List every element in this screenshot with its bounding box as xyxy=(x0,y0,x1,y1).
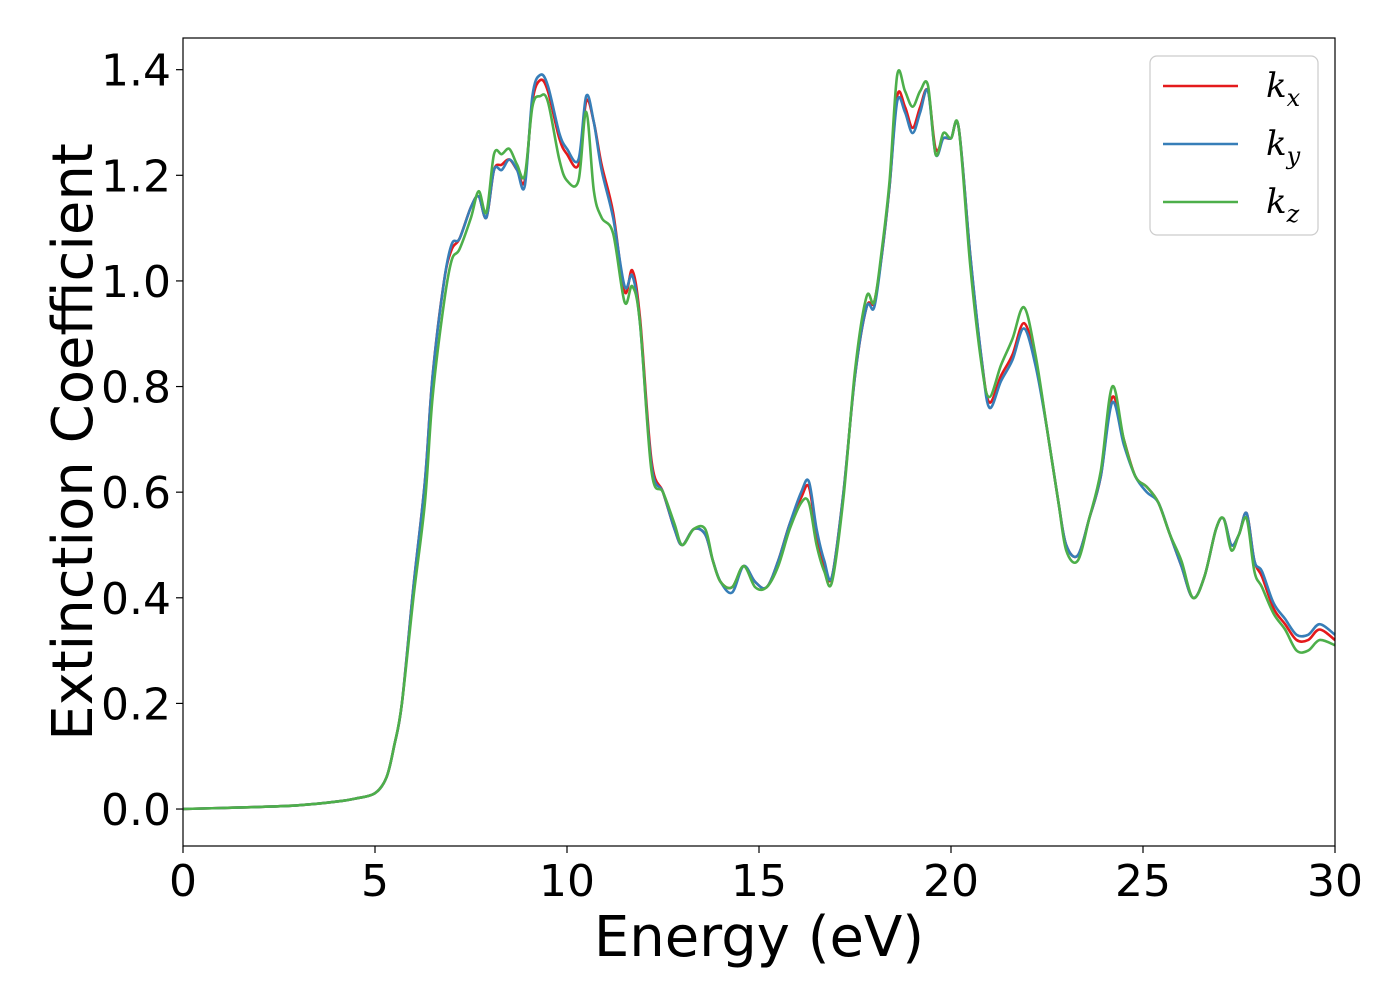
x-tick-label: 20 xyxy=(923,856,979,907)
series-line-kz xyxy=(182,69,1336,811)
x-tick-label: 30 xyxy=(1307,856,1363,907)
plot-lines xyxy=(182,69,1336,811)
y-tick-label: 0.4 xyxy=(101,574,171,625)
series-line-ky xyxy=(182,73,1336,811)
x-axis-label: Energy (eV) xyxy=(594,905,924,970)
legend-label-ky: ky xyxy=(1266,124,1301,170)
x-tick-label: 5 xyxy=(361,856,389,907)
x-tick-label: 10 xyxy=(539,856,595,907)
y-axis-label: Extinction Coefficient xyxy=(41,143,106,741)
x-tick-label: 15 xyxy=(731,856,787,907)
y-tick-label: 0.8 xyxy=(101,363,171,414)
legend-label-kz: kz xyxy=(1266,182,1300,228)
y-tick-label: 1.0 xyxy=(101,257,171,308)
y-axis-ticks: 0.0 0.2 0.4 0.6 0.8 1.0 1.2 1.4 xyxy=(101,46,183,836)
x-tick-label: 25 xyxy=(1115,856,1171,907)
x-axis-ticks: 0 5 10 15 20 25 30 xyxy=(169,846,1363,907)
y-tick-label: 0.6 xyxy=(101,468,171,519)
legend: kx ky kz xyxy=(1149,55,1319,236)
legend-box xyxy=(1149,55,1319,236)
y-tick-label: 1.2 xyxy=(101,151,171,202)
x-tick-label: 0 xyxy=(169,856,197,907)
y-tick-label: 0.2 xyxy=(101,679,171,730)
y-tick-label: 0.0 xyxy=(101,785,171,836)
y-tick-label: 1.4 xyxy=(101,46,171,97)
legend-label-kx: kx xyxy=(1266,66,1301,112)
